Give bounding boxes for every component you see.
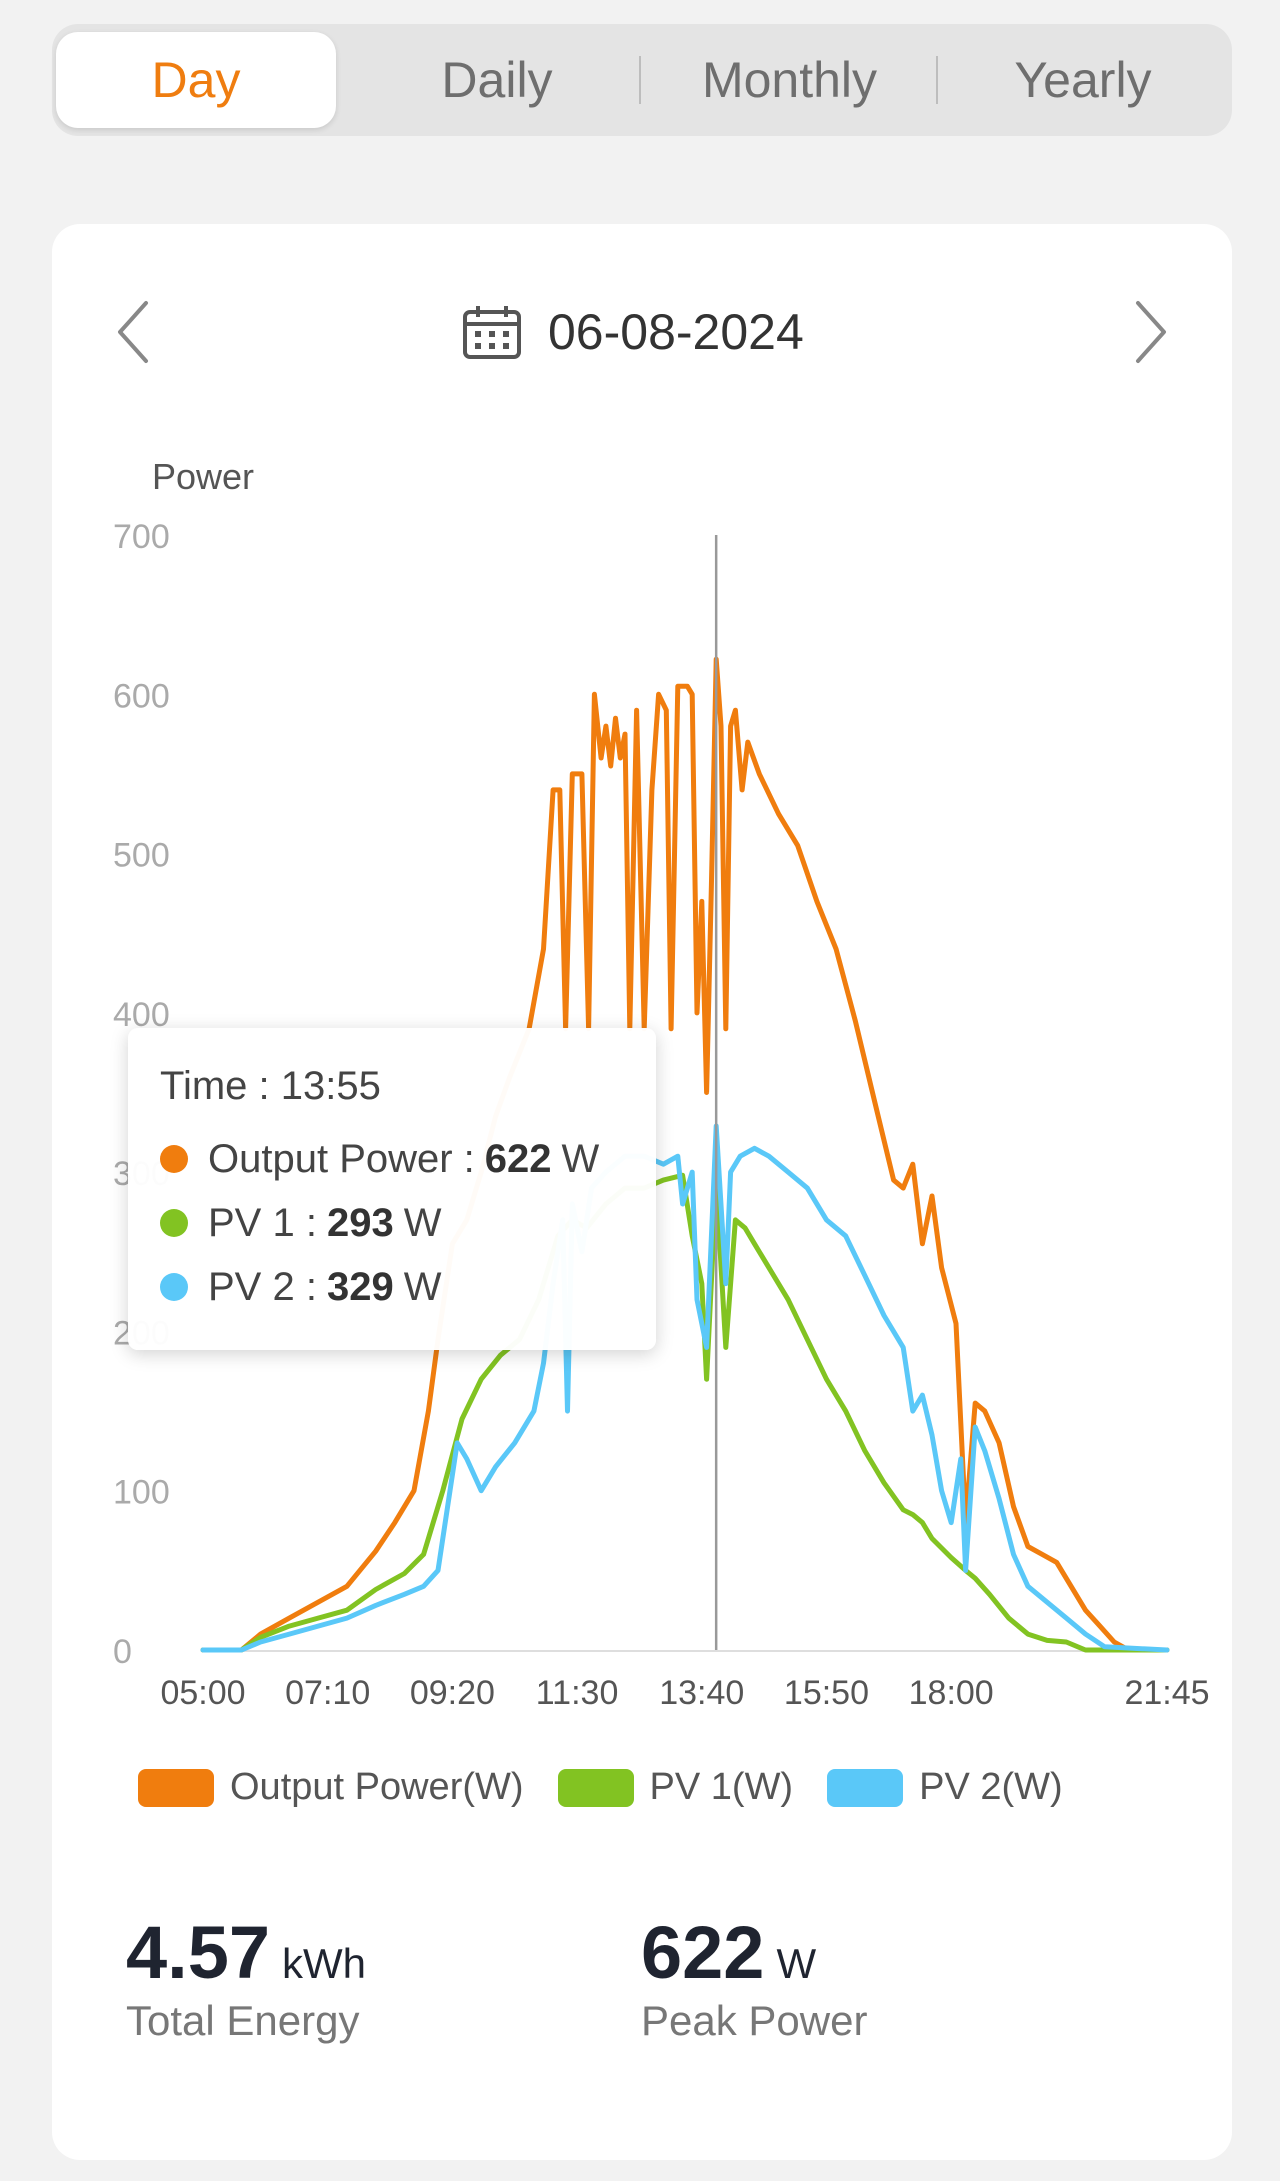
total-energy-unit: kWh bbox=[282, 1940, 367, 1987]
legend-label: PV 2(W) bbox=[919, 1766, 1063, 1808]
pv2-dot-icon bbox=[160, 1273, 188, 1301]
tooltip-value: 622 bbox=[484, 1136, 552, 1181]
date-label: 06-08-2024 bbox=[548, 304, 804, 360]
chevron-right-icon bbox=[1136, 301, 1166, 363]
tooltip-label: PV 2 : bbox=[208, 1264, 317, 1309]
x-tick-label: 15:50 bbox=[784, 1674, 869, 1712]
total-energy-value: 4.57 bbox=[126, 1911, 271, 1994]
total-energy-label: Total Energy bbox=[126, 1997, 360, 2044]
prev-day-button[interactable] bbox=[106, 292, 162, 372]
tooltip-label: PV 1 : bbox=[208, 1200, 317, 1245]
period-tab-bar: Day Daily Monthly Yearly bbox=[52, 24, 1232, 136]
y-tick-label: 500 bbox=[113, 837, 170, 875]
peak-power-unit: W bbox=[776, 1940, 817, 1987]
legend-item-output[interactable]: Output Power(W) bbox=[138, 1766, 524, 1809]
peak-power-stat: 622 W Peak Power bbox=[641, 1910, 867, 2045]
tooltip-time: Time : 13:55 bbox=[160, 1064, 381, 1108]
y-axis-title: Power bbox=[152, 456, 254, 497]
y-tick-label: 0 bbox=[113, 1633, 132, 1671]
x-tick-label: 05:00 bbox=[160, 1674, 245, 1712]
peak-power-label: Peak Power bbox=[641, 1997, 868, 2044]
y-tick-label: 100 bbox=[113, 1474, 170, 1512]
tab-divider bbox=[936, 56, 938, 104]
x-tick-label: 09:20 bbox=[410, 1674, 495, 1712]
series-line-pv2 bbox=[200, 1123, 1170, 1653]
legend-item-pv2[interactable]: PV 2(W) bbox=[827, 1766, 1063, 1809]
output-dot-icon bbox=[160, 1145, 188, 1173]
x-tick-label: 13:40 bbox=[659, 1674, 744, 1712]
tab-monthly[interactable]: Monthly bbox=[701, 52, 878, 108]
tab-divider bbox=[639, 56, 641, 104]
tab-daily[interactable]: Daily bbox=[441, 52, 553, 108]
y-tick-label: 400 bbox=[113, 996, 170, 1034]
legend-label: Output Power(W) bbox=[230, 1766, 524, 1808]
x-tick-label: 11:30 bbox=[536, 1674, 619, 1712]
tooltip-row-output: Output Power : 622 W bbox=[160, 1127, 656, 1191]
tooltip-label: Output Power : bbox=[208, 1136, 475, 1181]
tooltip-row-pv2: PV 2 : 329 W bbox=[160, 1255, 656, 1319]
calendar-icon bbox=[463, 306, 521, 359]
power-line-chart[interactable]: Power 0100200300400500600700 05:0007:100… bbox=[0, 0, 1280, 1720]
date-picker[interactable]: 06-08-2024 bbox=[462, 296, 804, 368]
tooltip-value: 329 bbox=[326, 1264, 394, 1309]
x-tick-label: 21:45 bbox=[1124, 1674, 1209, 1712]
chart-legend: Output Power(W) PV 1(W) PV 2(W) bbox=[138, 1766, 1097, 1809]
pv1-dot-icon bbox=[160, 1209, 188, 1237]
legend-swatch bbox=[138, 1768, 214, 1807]
tab-day[interactable]: Day bbox=[56, 32, 336, 128]
legend-swatch bbox=[827, 1768, 904, 1807]
x-tick-label: 07:10 bbox=[285, 1674, 370, 1712]
chevron-left-icon bbox=[118, 301, 148, 363]
legend-swatch bbox=[557, 1768, 634, 1807]
chart-tooltip: Time : 13:55 Output Power : 622 W PV 1 :… bbox=[128, 1028, 656, 1350]
tooltip-row-pv1: PV 1 : 293 W bbox=[160, 1191, 656, 1255]
legend-item-pv1[interactable]: PV 1(W) bbox=[557, 1766, 794, 1809]
total-energy-stat: 4.57 kWh Total Energy bbox=[126, 1910, 366, 2045]
y-tick-label: 600 bbox=[113, 677, 170, 715]
tooltip-value: 293 bbox=[326, 1200, 394, 1245]
tooltip-unit: W bbox=[403, 1200, 442, 1245]
x-tick-label: 18:00 bbox=[909, 1674, 994, 1712]
next-day-button[interactable] bbox=[1122, 292, 1178, 372]
legend-label: PV 1(W) bbox=[649, 1766, 794, 1808]
peak-power-value: 622 bbox=[641, 1911, 765, 1994]
tooltip-unit: W bbox=[403, 1264, 442, 1309]
tab-yearly[interactable]: Yearly bbox=[1014, 52, 1152, 108]
y-tick-label: 700 bbox=[113, 518, 170, 556]
tooltip-unit: W bbox=[561, 1136, 600, 1181]
